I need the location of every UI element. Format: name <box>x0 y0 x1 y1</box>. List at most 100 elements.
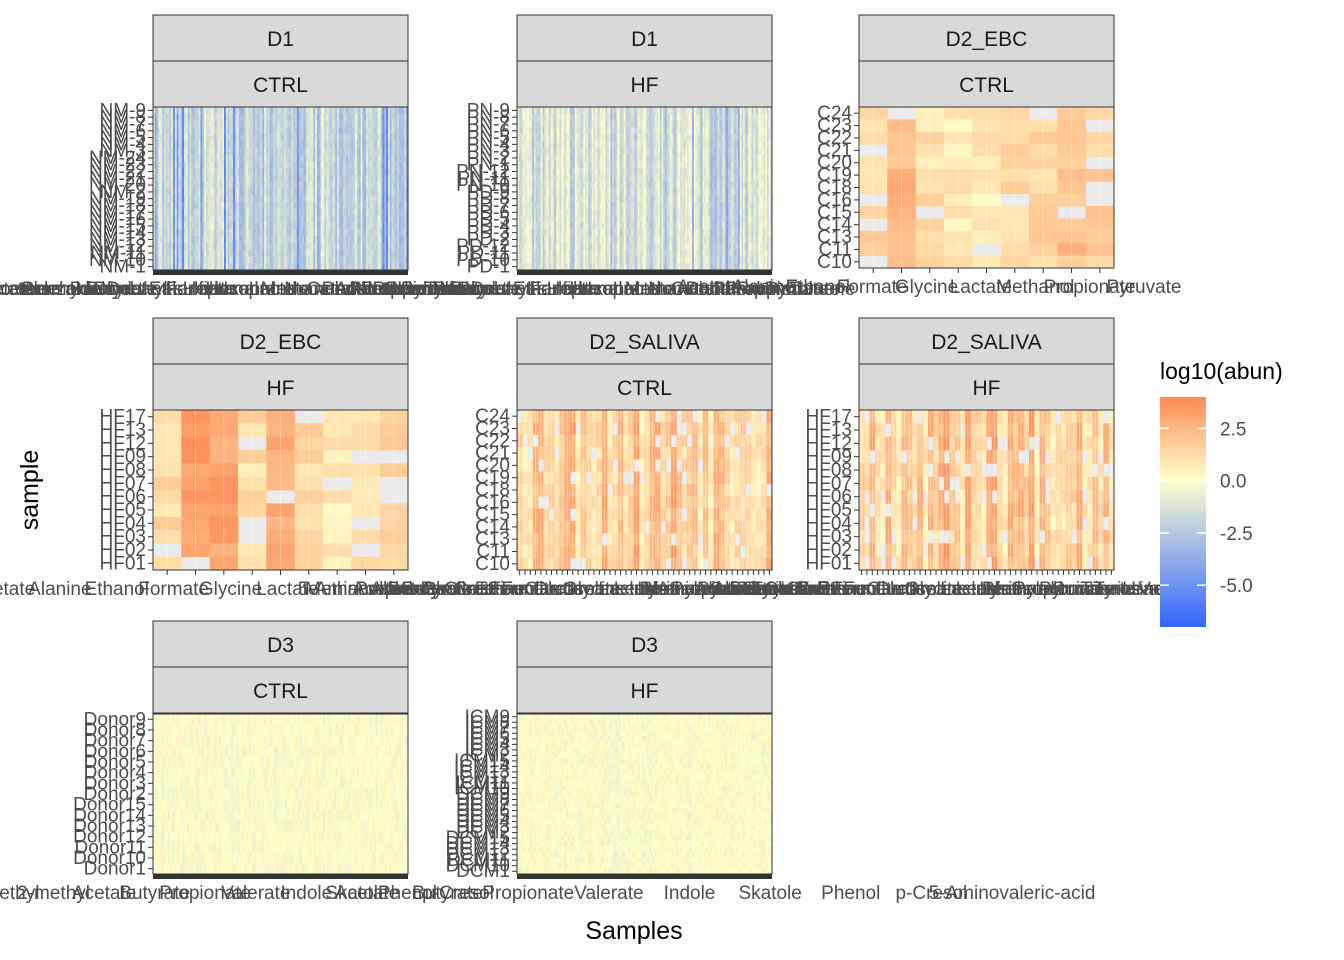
heatmap-tile <box>551 107 554 115</box>
heatmap-tile <box>342 263 345 271</box>
heatmap-tile <box>224 222 227 230</box>
heatmap-tile <box>366 242 369 251</box>
heatmap-tile <box>537 127 540 135</box>
heatmap-tile <box>692 113 695 121</box>
heatmap-tile <box>196 256 199 264</box>
heatmap-tile <box>300 229 303 237</box>
heatmap-tile <box>331 195 334 203</box>
heatmap-tile <box>556 107 559 115</box>
heatmap-tile <box>207 256 210 264</box>
heatmap-tile <box>162 113 165 121</box>
heatmap-tile <box>607 113 610 121</box>
heatmap-tile <box>187 161 190 169</box>
heatmap-tile <box>344 181 347 189</box>
heatmap-tile <box>202 229 205 237</box>
heatmap-tile <box>280 161 283 169</box>
heatmap-tile <box>311 174 314 183</box>
heatmap-tile <box>544 113 547 121</box>
heatmap-tile <box>404 140 407 149</box>
heatmap-tile <box>278 222 281 230</box>
heatmap-tile <box>316 249 320 257</box>
heatmap-tile <box>176 181 179 189</box>
heatmap-tile <box>282 195 285 203</box>
heatmap-tile <box>397 188 400 196</box>
heatmap-tile <box>355 236 358 244</box>
heatmap-tile <box>397 174 400 183</box>
heatmap-tile <box>351 242 354 251</box>
heatmap-tile <box>162 222 165 230</box>
heatmap-tile <box>373 236 376 244</box>
heatmap-tile <box>285 236 289 244</box>
heatmap-tile <box>681 161 684 169</box>
heatmap-tile <box>559 107 562 115</box>
heatmap-tile <box>375 195 378 203</box>
heatmap-tile <box>165 208 168 217</box>
heatmap-tile <box>214 181 218 189</box>
heatmap-tile <box>240 263 243 271</box>
heatmap-tile <box>683 154 686 162</box>
heatmap-tile <box>644 113 647 121</box>
heatmap-tile <box>693 147 696 155</box>
heatmap-tile <box>353 215 356 223</box>
heatmap-tile <box>364 140 367 149</box>
heatmap-tile <box>710 120 713 128</box>
heatmap-tile <box>273 107 276 115</box>
heatmap-tile <box>647 154 650 162</box>
heatmap-tile <box>225 140 229 149</box>
heatmap-tile <box>763 168 766 176</box>
heatmap-tile <box>156 181 159 189</box>
heatmap-tile <box>174 168 178 176</box>
heatmap-tile <box>377 249 380 257</box>
heatmap-tile <box>291 134 294 142</box>
heatmap-tile <box>249 174 252 183</box>
heatmap-tile <box>336 202 340 210</box>
heatmap-tile <box>624 147 627 155</box>
heatmap-tile <box>351 161 354 169</box>
heatmap-tile <box>165 147 168 155</box>
heatmap-tile <box>287 120 291 128</box>
heatmap-tile <box>227 147 230 155</box>
heatmap-tile <box>739 134 742 142</box>
heatmap-tile <box>233 127 236 135</box>
heatmap-tile <box>213 134 216 142</box>
x-tick-label: Methanol <box>261 279 339 300</box>
heatmap-tile <box>224 147 227 155</box>
heatmap-tile <box>327 134 331 142</box>
heatmap-tile <box>375 168 378 176</box>
heatmap-tile <box>668 134 671 142</box>
heatmap-tile <box>224 188 227 196</box>
heatmap-tile <box>245 222 249 230</box>
heatmap-tile <box>382 222 385 230</box>
heatmap-tile <box>214 215 218 223</box>
heatmap-tile <box>395 188 398 196</box>
heatmap-tile <box>545 120 548 128</box>
heatmap-tile <box>406 168 409 176</box>
heatmap-tile <box>743 134 746 142</box>
heatmap-tile <box>262 256 265 264</box>
heatmap-tile <box>380 188 383 196</box>
heatmap-tile <box>366 154 369 162</box>
heatmap-tile <box>182 249 185 257</box>
heatmap-tile <box>340 229 343 237</box>
heatmap-tile <box>355 229 358 237</box>
heatmap-tile <box>176 236 179 244</box>
heatmap-tile <box>653 113 656 121</box>
heatmap-tile <box>398 168 402 176</box>
heatmap-tile <box>247 195 250 203</box>
heatmap-tile <box>291 120 294 128</box>
heatmap-tile <box>313 263 316 271</box>
heatmap-tile <box>544 174 547 183</box>
heatmap-tile <box>340 202 343 210</box>
heatmap-tile <box>326 195 329 203</box>
heatmap-tile <box>256 127 260 135</box>
heatmap-tile <box>710 154 713 162</box>
heatmap-tile <box>612 113 615 121</box>
heatmap-tile <box>171 140 174 149</box>
facet-strip-dataset <box>152 14 409 62</box>
heatmap-tile <box>267 195 270 203</box>
heatmap-tile <box>313 236 316 244</box>
heatmap-tile <box>273 202 276 210</box>
heatmap-tile <box>355 222 358 230</box>
heatmap-tile <box>242 134 245 142</box>
heatmap-tile <box>176 154 179 162</box>
